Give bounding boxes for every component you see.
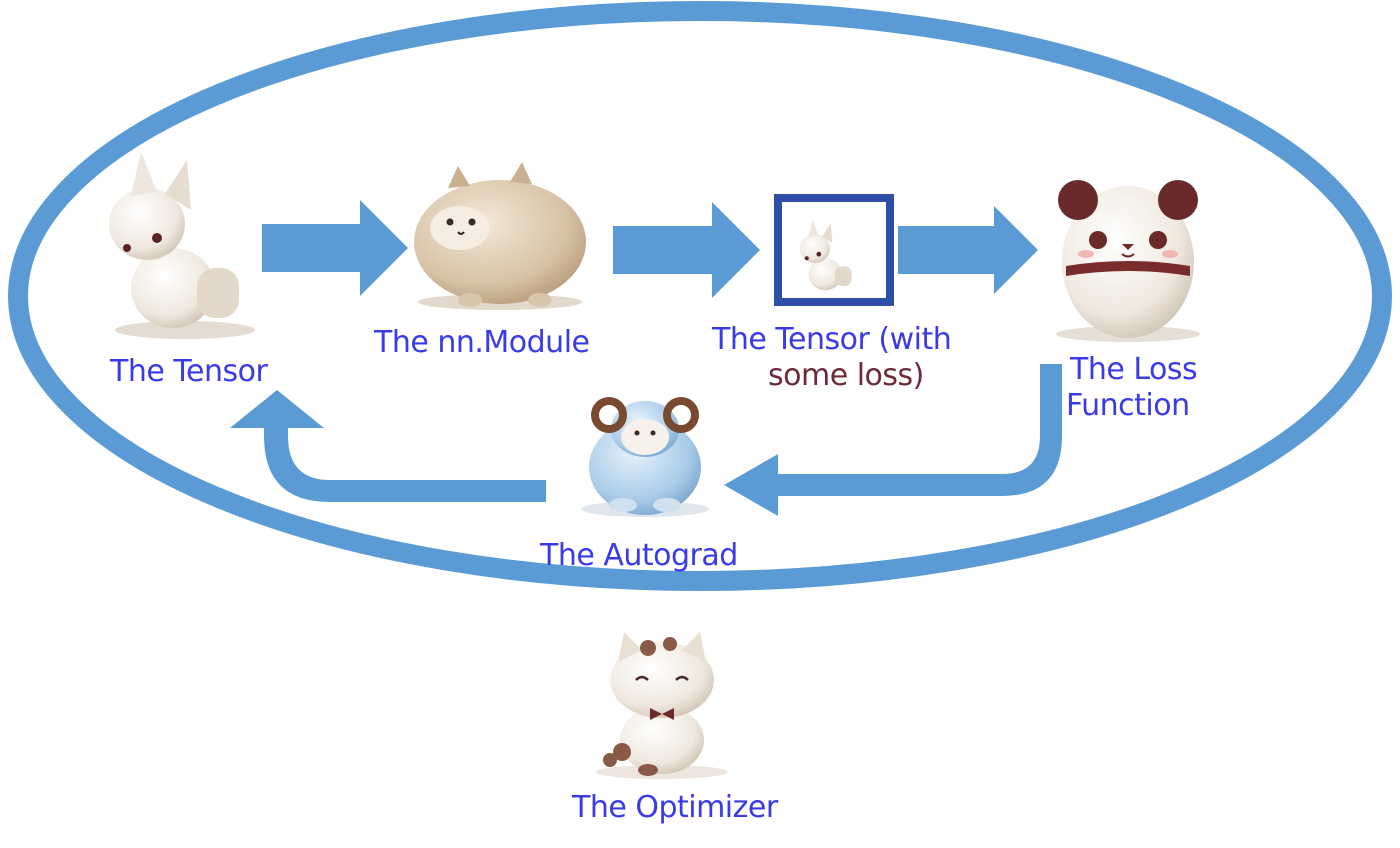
label-tensor-loss-line2-text: some loss) — [768, 358, 924, 393]
label-autograd: The Autograd — [540, 538, 738, 573]
plush-fox-icon — [109, 152, 255, 339]
plush-ram-icon — [581, 397, 709, 517]
label-optimizer: The Optimizer — [572, 790, 778, 825]
arrow-loss-fn-to-autograd — [724, 364, 1062, 516]
label-tensor-loss-line2: some loss) — [768, 358, 924, 394]
plush-panda-icon — [1056, 180, 1200, 342]
arrow-tensor-to-module — [262, 200, 408, 296]
plush-fox-small-icon — [799, 219, 852, 291]
plush-shiba-icon — [414, 162, 586, 310]
arrow-tensor-loss-to-loss-fn — [898, 206, 1038, 294]
label-loss-function-line1: The Loss — [1070, 352, 1198, 387]
label-tensor: The Tensor — [110, 354, 268, 389]
label-tensor-loss-line1: The Tensor (with — [712, 322, 952, 357]
arrow-autograd-to-tensor — [230, 390, 546, 502]
plush-cat-icon — [596, 632, 728, 779]
arrow-module-to-tensor-loss — [613, 202, 760, 298]
cycle-ring — [8, 1, 1392, 591]
label-nn-module: The nn.Module — [374, 325, 590, 360]
label-loss-function-line2: Function — [1066, 388, 1190, 423]
